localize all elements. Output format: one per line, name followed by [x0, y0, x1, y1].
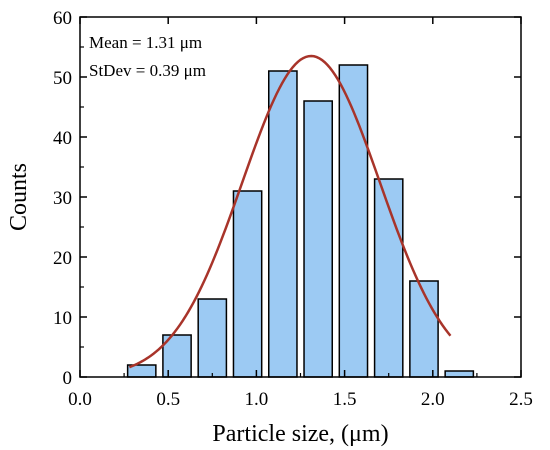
- bars-group: [126, 64, 475, 378]
- ticks-group: [79, 16, 522, 378]
- y-tick-label-2: 20: [53, 248, 72, 269]
- x-tick-label-0: 0.0: [68, 389, 92, 410]
- bar-7: [373, 178, 404, 378]
- bar-4: [267, 70, 298, 378]
- y-tick-label-5: 50: [53, 68, 72, 89]
- y-tick-label-6: 60: [53, 8, 72, 29]
- bar-2: [197, 298, 228, 378]
- bar-5: [303, 100, 334, 378]
- bar-9: [444, 370, 475, 378]
- y-tick-label-0: 0: [63, 368, 73, 389]
- x-tick-label-1: 0.5: [156, 389, 180, 410]
- x-tick-label-3: 1.5: [333, 389, 357, 410]
- tick-labels-group: 0.0 0.5 1.0 1.5 2.0 2.5 0 10 20 30 40 50 60: [53, 8, 533, 410]
- bar-3: [232, 190, 263, 378]
- y-tick-label-4: 40: [53, 128, 72, 149]
- gaussian-fit-line: [128, 54, 452, 369]
- x-tick-label-5: 2.5: [509, 389, 533, 410]
- y-tick-label-3: 30: [53, 188, 72, 209]
- y-tick-label-1: 10: [53, 308, 72, 329]
- x-tick-label-4: 2.0: [421, 389, 445, 410]
- bar-6: [338, 64, 369, 378]
- x-tick-label-2: 1.0: [245, 389, 269, 410]
- y-axis-title: Counts: [6, 163, 32, 231]
- mean-annotation: Mean = 1.31 μm: [89, 33, 202, 52]
- stdev-annotation: StDev = 0.39 μm: [89, 61, 206, 80]
- x-axis-title: Particle size, (μm): [212, 421, 388, 447]
